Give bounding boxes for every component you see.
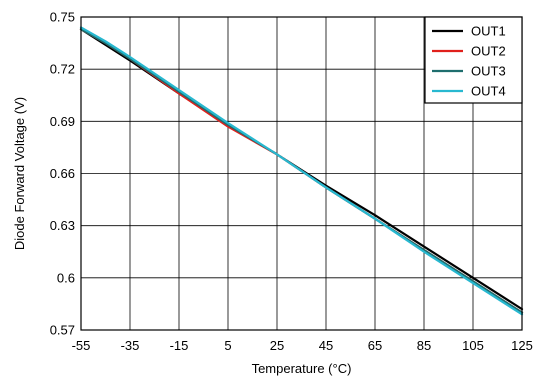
y-tick-label: 0.69 bbox=[50, 114, 75, 129]
plot-area-border bbox=[80, 16, 523, 331]
x-tick-label: 25 bbox=[270, 338, 284, 353]
y-tick-label: 0.57 bbox=[50, 323, 75, 338]
legend-label-out4: OUT4 bbox=[471, 84, 506, 99]
x-tick-label: 125 bbox=[511, 338, 533, 353]
series-layer bbox=[79, 26, 524, 316]
y-tick-label: 0.75 bbox=[50, 10, 75, 25]
legend-label-out2: OUT2 bbox=[471, 44, 506, 59]
legend-label-out1: OUT1 bbox=[471, 24, 506, 39]
x-tick-label: 85 bbox=[417, 338, 431, 353]
x-tick-label: 45 bbox=[319, 338, 333, 353]
x-tick-label: -15 bbox=[170, 338, 189, 353]
series-line-out4 bbox=[79, 26, 524, 316]
x-tick-label: 105 bbox=[462, 338, 484, 353]
tick-label-layer: -55 -35 -15 5 25 45 65 85 105 125 0.57 0.6 0.63 0.66 0… bbox=[50, 10, 533, 354]
x-tick-label: -55 bbox=[72, 338, 91, 353]
y-tick-label: 0.63 bbox=[50, 218, 75, 233]
y-tick-label: 0.66 bbox=[50, 166, 75, 181]
x-tick-label: 5 bbox=[224, 338, 231, 353]
legend: OUT1 OUT2 OUT3 OUT4 bbox=[424, 16, 523, 104]
legend-label-out3: OUT3 bbox=[471, 64, 506, 79]
x-tick-label: -35 bbox=[121, 338, 140, 353]
y-tick-label: 0.72 bbox=[50, 62, 75, 77]
y-axis-title: Diode Forward Voltage (V) bbox=[12, 97, 27, 250]
y-tick-label: 0.6 bbox=[57, 270, 75, 285]
x-axis-title: Temperature (°C) bbox=[252, 361, 352, 376]
x-tick-label: 65 bbox=[368, 338, 382, 353]
